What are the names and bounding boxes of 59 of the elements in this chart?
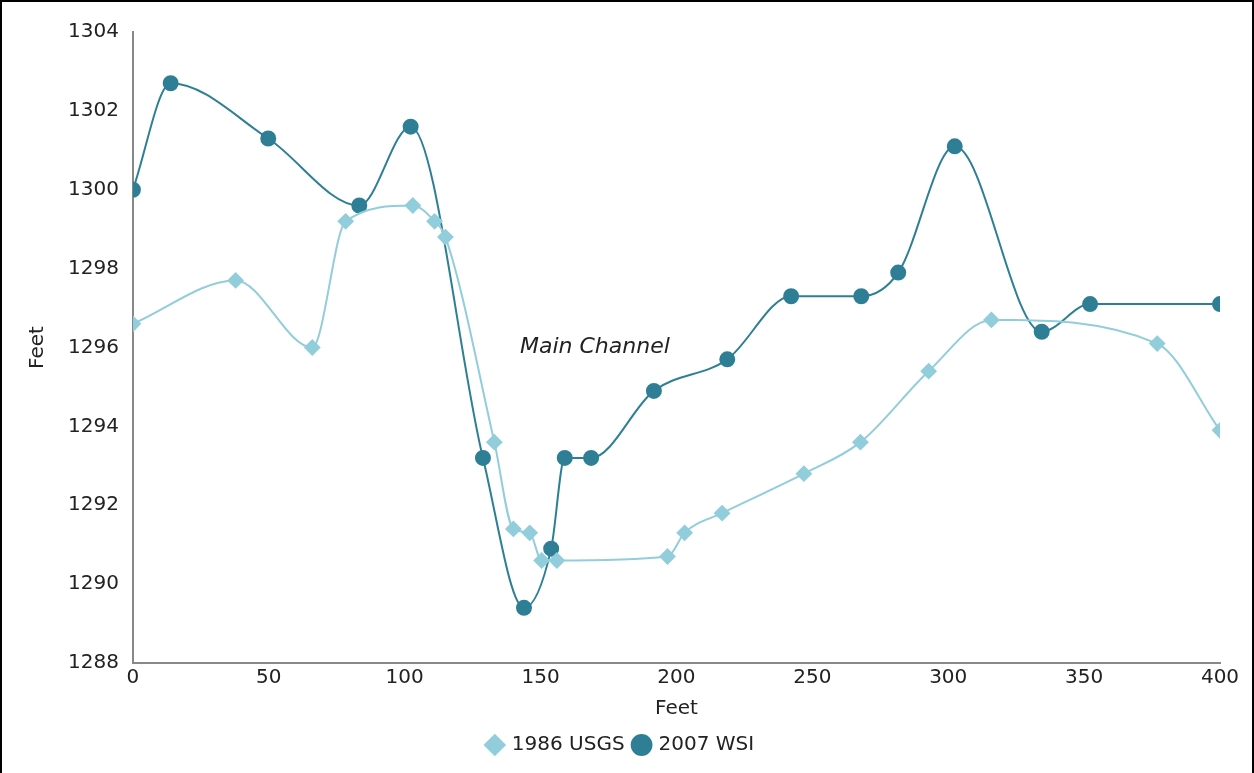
y-tick-label: 1292 [67,491,119,516]
point [260,130,277,147]
point [505,520,522,537]
y-tick-label: 1302 [67,97,119,122]
point [337,213,354,230]
x-tick-label: 300 [929,664,968,689]
point [1033,323,1050,340]
x-tick-label: 400 [1200,664,1240,689]
x-tick-label: 50 [256,664,282,689]
point [852,434,869,451]
x-axis-title: Feet [655,695,699,720]
point [351,197,368,214]
point [795,465,812,482]
y-tick-label: 1296 [67,333,119,358]
point [714,505,731,522]
x-tick-label: 200 [657,664,696,689]
x-tick-label: 350 [1065,664,1104,689]
point [515,599,532,616]
x-tick-label: 0 [126,664,140,689]
point [227,272,244,289]
point [659,548,676,565]
point [1149,335,1166,352]
point [583,449,600,466]
point [556,449,573,466]
y-tick-label: 1288 [67,649,119,674]
point [853,288,870,305]
point [676,524,693,541]
point [402,118,419,135]
legend-label: 2007 WSI [658,731,755,756]
point [404,197,421,214]
x-tick-label: 250 [793,664,832,689]
x-tick-label: 100 [385,664,424,689]
point [783,288,800,305]
point [521,524,538,541]
point [304,339,321,356]
y-tick-label: 1304 [67,18,119,43]
point [474,449,491,466]
point [533,552,550,569]
point [890,264,907,281]
point [437,229,454,246]
point [645,382,662,399]
y-tick-label: 1294 [67,412,119,437]
x-tick-label: 150 [521,664,560,689]
legend-label: 1986 USGS [511,731,625,756]
y-axis-title: Feet [24,325,49,369]
point [486,434,503,451]
y-tick-label: 1300 [67,175,119,200]
y-tick-label: 1290 [67,570,119,595]
point [946,138,963,155]
point [543,540,560,557]
point [162,75,179,92]
point [1082,296,1099,313]
point [719,351,736,368]
annotation: Main Channel [519,333,670,359]
y-tick-label: 1298 [67,254,119,279]
point [920,363,937,380]
point [983,311,1000,328]
point [548,552,565,569]
point [426,213,443,230]
